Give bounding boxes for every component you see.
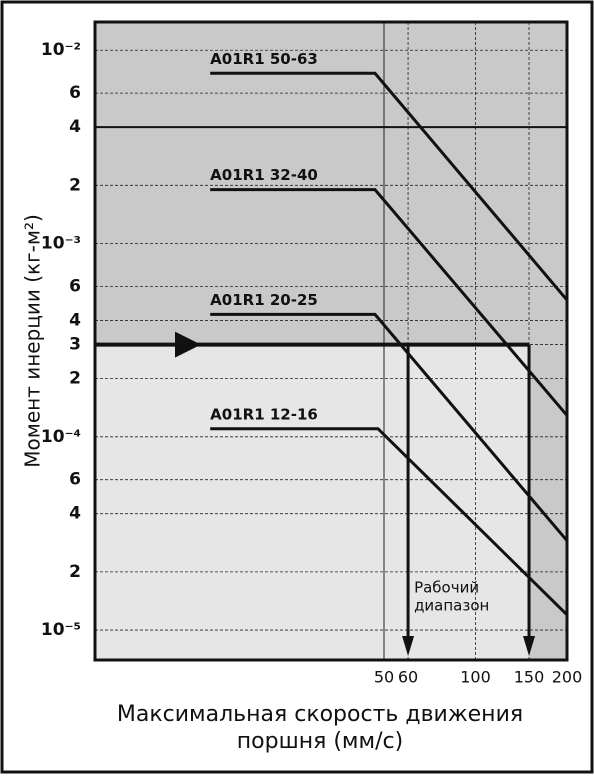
annotation: диапазон [414,597,489,615]
series-label: A01R1 12-16 [210,405,318,423]
y-tick-label: 3 [69,335,81,355]
arrow-head [175,331,201,358]
series-label: A01R1 20-25 [210,291,318,309]
arrow-head [402,636,415,656]
y-tick-label: 4 [69,504,81,524]
x-tick-label: 100 [460,668,491,687]
y-tick-label: 4 [69,310,81,330]
y-tick-label: 10⁻² [41,40,81,60]
series-label: A01R1 32-40 [210,166,318,184]
x-axis-label: Максимальная скорость движения [117,702,523,727]
y-tick-label: 10⁻³ [41,234,81,254]
y-tick-label: 10⁻⁴ [41,427,81,447]
x-tick-label: 150 [514,668,545,687]
y-tick-label: 2 [69,562,81,582]
y-tick-label: 6 [69,83,81,103]
y-tick-label: 2 [69,175,81,195]
x-tick-label: 200 [552,668,583,687]
y-tick-label: 4 [69,117,81,137]
annotation: Рабочий [414,579,479,597]
series-label: A01R1 50-63 [210,50,318,68]
series-line [210,427,569,616]
series-line [210,312,569,542]
y-axis-label: Момент инерции (кг-м²) [21,214,45,468]
y-tick-label: 6 [69,470,81,490]
x-tick-label: 50 [374,668,394,687]
series-line [210,188,569,417]
series-line [210,71,569,302]
plot: 10⁻² 6 4 2 10⁻³ 6 4 3 2 10⁻⁴ 6 4 2 10⁻⁵ 50 60 100 150 200 A… [21,20,583,754]
arrow-head [523,636,536,656]
plot-border [93,20,569,662]
y-tick-label: 6 [69,276,81,296]
right-zone [529,22,567,660]
y-tick-label: 2 [69,369,81,389]
y-tick-label: 10⁻⁵ [41,620,81,640]
upper-zone [95,22,567,345]
x-axis-label: поршня (мм/с) [237,729,403,754]
x-tick-label: 60 [398,668,418,687]
